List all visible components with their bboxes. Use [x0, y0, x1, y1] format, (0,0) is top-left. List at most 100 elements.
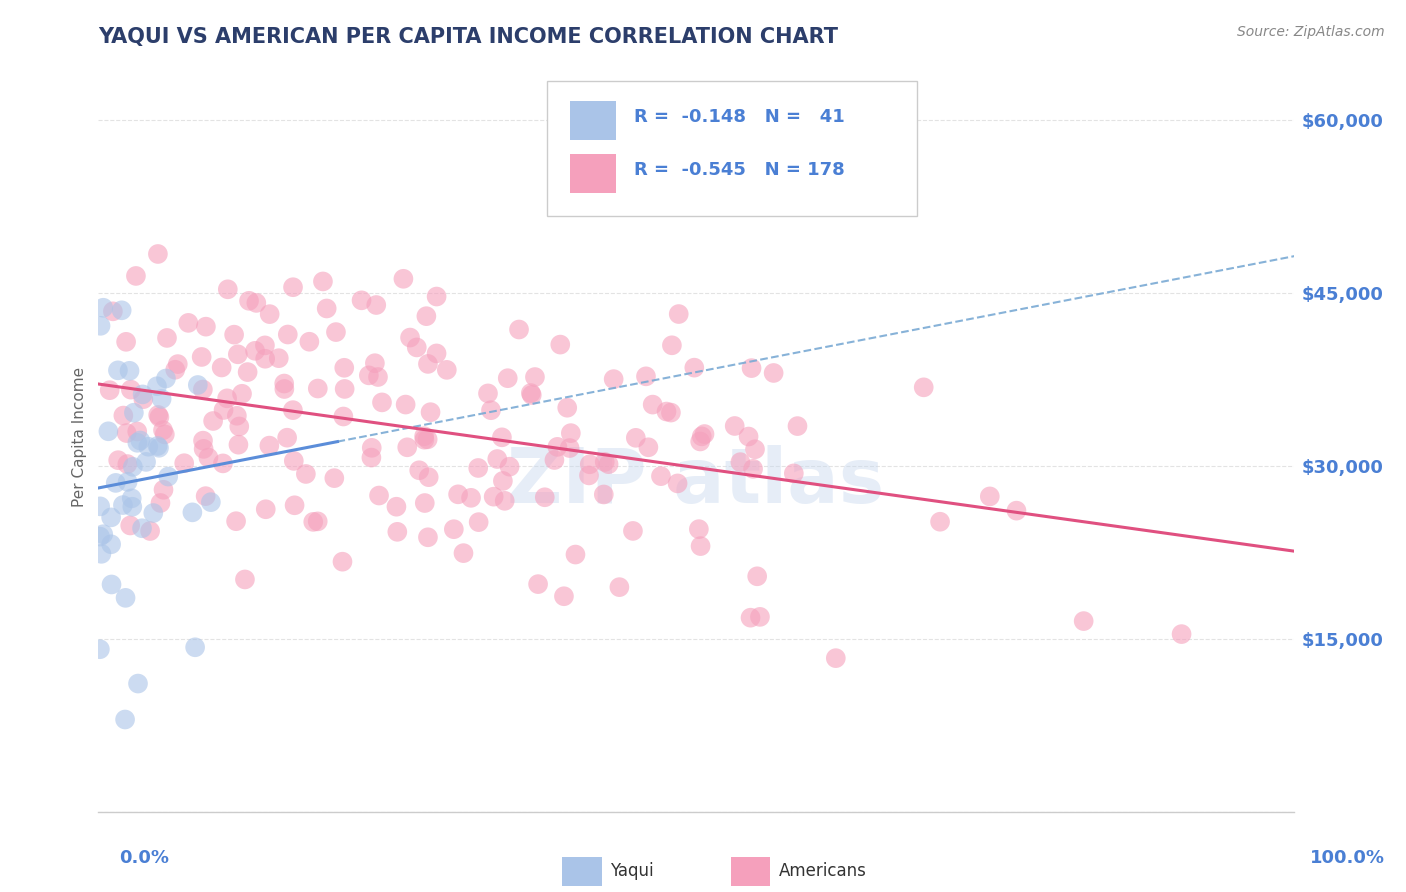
Point: [98, 383, 121, 397]
Point: [197, 450, 219, 465]
Point: [276, 431, 298, 445]
Point: [508, 322, 530, 336]
Point: [190, 350, 212, 364]
Text: Source: ZipAtlas.com: Source: ZipAtlas.com: [1237, 25, 1385, 39]
Point: [578, 457, 600, 471]
Point: [415, 309, 437, 323]
Point: [749, 610, 772, 624]
Point: [131, 387, 153, 401]
Point: [724, 419, 747, 434]
Point: [655, 404, 678, 418]
Point: [148, 441, 170, 455]
Point: [122, 406, 145, 420]
Point: [357, 368, 380, 383]
Point: [238, 293, 260, 308]
Point: [315, 301, 337, 316]
Point: [233, 573, 256, 587]
Point: [146, 439, 169, 453]
Point: [194, 489, 217, 503]
Point: [564, 548, 586, 562]
Point: [101, 304, 124, 318]
Point: [332, 409, 354, 424]
Point: [295, 467, 318, 481]
Point: [155, 371, 177, 385]
Point: [146, 379, 169, 393]
Point: [467, 461, 489, 475]
Point: [136, 440, 159, 454]
Point: [496, 371, 519, 385]
Point: [211, 360, 233, 375]
Point: [217, 392, 239, 406]
Point: [491, 430, 513, 444]
Point: [129, 434, 152, 448]
Point: [360, 441, 382, 455]
Point: [332, 555, 354, 569]
Point: [120, 383, 142, 397]
Point: [416, 530, 439, 544]
Point: [100, 577, 122, 591]
Point: [277, 327, 299, 342]
Point: [333, 360, 356, 375]
Point: [558, 441, 581, 455]
Point: [107, 363, 129, 377]
Text: 0.0%: 0.0%: [120, 849, 170, 867]
Point: [224, 327, 246, 342]
Point: [824, 651, 846, 665]
Point: [281, 403, 304, 417]
Point: [548, 337, 571, 351]
Point: [333, 382, 356, 396]
Point: [114, 713, 136, 727]
Point: [688, 522, 710, 536]
Point: [742, 462, 765, 476]
Point: [118, 364, 141, 378]
Point: [364, 356, 387, 370]
Point: [253, 338, 276, 352]
Point: [555, 401, 578, 415]
Point: [97, 425, 120, 439]
Point: [125, 268, 148, 283]
Point: [111, 303, 134, 318]
Point: [187, 378, 209, 392]
Point: [217, 282, 239, 296]
Point: [367, 370, 389, 384]
Point: [1170, 627, 1192, 641]
Point: [385, 500, 408, 514]
Text: Yaqui: Yaqui: [610, 862, 654, 880]
Point: [325, 325, 347, 339]
Point: [91, 301, 114, 315]
Point: [399, 330, 422, 344]
Point: [783, 467, 806, 481]
Text: ZIP atlas: ZIP atlas: [508, 445, 884, 519]
Point: [426, 346, 449, 360]
Point: [368, 489, 391, 503]
Point: [323, 471, 346, 485]
Text: 100.0%: 100.0%: [1310, 849, 1385, 867]
Point: [659, 406, 682, 420]
Point: [127, 425, 149, 439]
Point: [267, 351, 290, 366]
Point: [479, 403, 502, 417]
Point: [747, 569, 769, 583]
Point: [624, 431, 647, 445]
Point: [634, 369, 657, 384]
Point: [104, 475, 127, 490]
Point: [366, 298, 388, 312]
Point: [122, 459, 145, 474]
Point: [273, 376, 295, 391]
Point: [156, 331, 179, 345]
FancyBboxPatch shape: [571, 153, 616, 193]
Point: [467, 515, 489, 529]
Point: [225, 514, 247, 528]
Point: [477, 386, 499, 401]
Point: [146, 247, 169, 261]
Point: [302, 515, 325, 529]
Point: [498, 459, 520, 474]
Point: [152, 483, 174, 497]
Point: [184, 640, 207, 655]
Point: [121, 500, 143, 514]
Point: [350, 293, 373, 308]
Point: [405, 340, 427, 354]
Point: [744, 442, 766, 457]
Point: [191, 383, 214, 397]
Point: [121, 491, 143, 506]
